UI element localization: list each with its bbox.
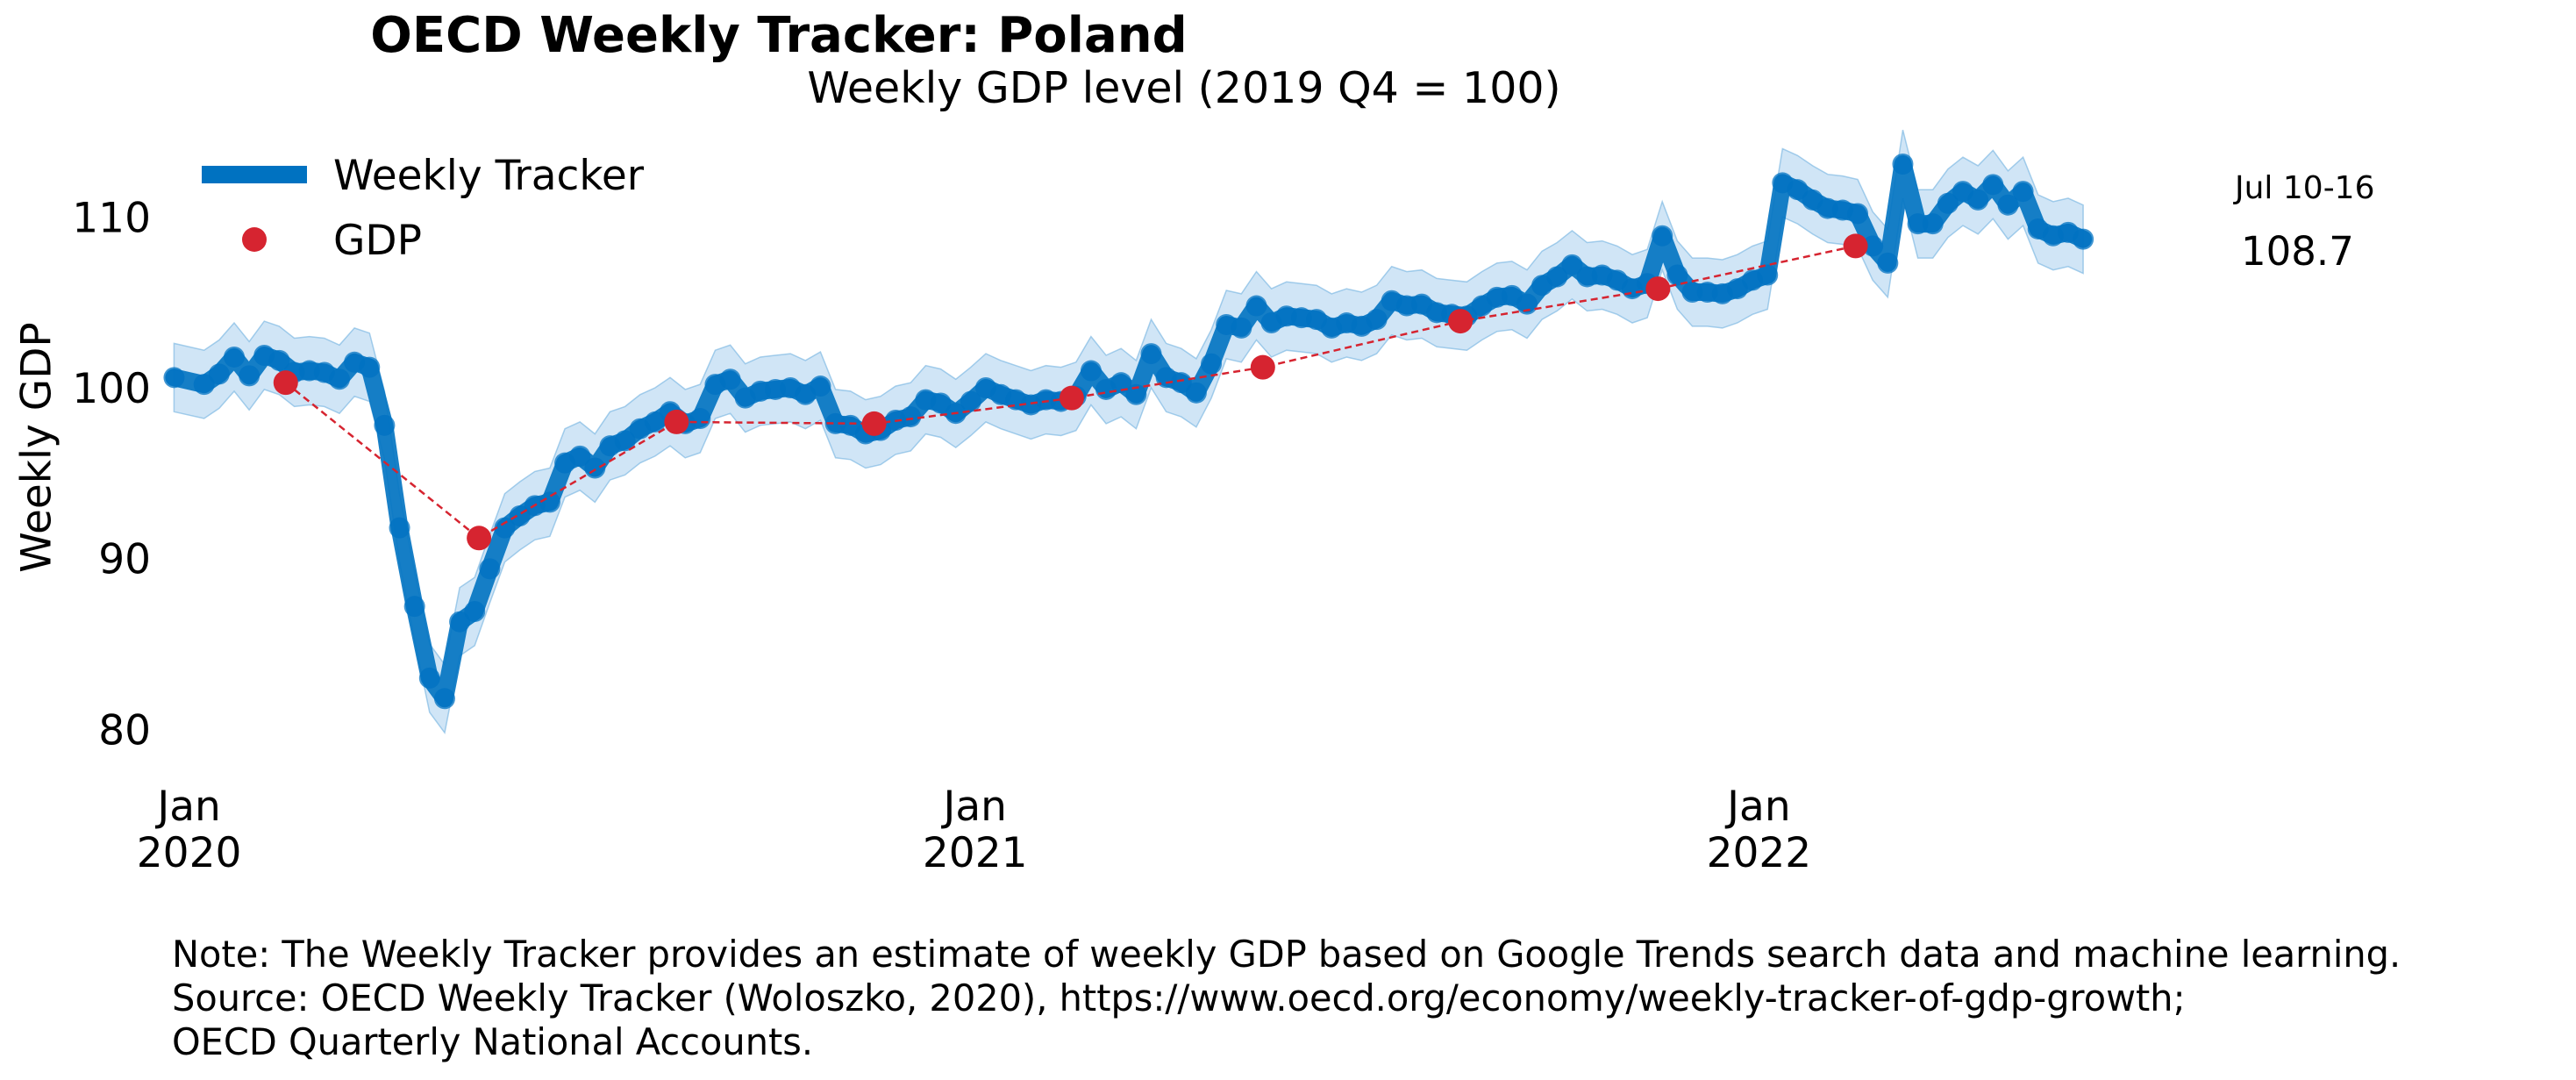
y-tick-label: 100 xyxy=(72,365,151,413)
tracker-point xyxy=(239,365,260,387)
legend-tracker-label: Weekly Tracker xyxy=(333,152,645,200)
tracker-point xyxy=(208,363,230,385)
tracker-point xyxy=(2012,181,2034,203)
tracker-point xyxy=(328,368,350,390)
x-tick-month: Jan xyxy=(940,783,1006,831)
tracker-point xyxy=(539,491,560,513)
legend-gdp-swatch xyxy=(242,227,267,252)
tracker-point xyxy=(494,517,516,539)
tracker-point xyxy=(930,392,952,414)
chart-title: OECD Weekly Tracker: Poland xyxy=(370,7,1188,64)
tracker-point xyxy=(1366,309,1388,331)
chart-notes: Note: The Weekly Tracker provides an est… xyxy=(172,933,2401,1064)
tracker-point xyxy=(1967,189,1989,211)
tracker-point xyxy=(1231,317,1252,339)
tracker-point xyxy=(163,367,185,389)
chart-subtitle: Weekly GDP level (2019 Q4 = 100) xyxy=(807,63,1561,113)
tracker-point xyxy=(614,430,636,452)
tracker-point xyxy=(359,356,381,378)
tracker-point xyxy=(1787,179,1809,201)
tracker-point xyxy=(584,457,606,479)
tracker-point xyxy=(1652,225,1673,247)
gdp-point xyxy=(1059,385,1084,411)
tracker-point xyxy=(810,375,831,397)
gdp-point xyxy=(467,526,492,551)
gdp-point xyxy=(1843,233,1868,259)
tracker-point xyxy=(1847,203,1869,225)
tracker-point xyxy=(1516,293,1538,315)
tracker-point xyxy=(479,558,501,580)
gdp-point xyxy=(1448,309,1474,334)
x-tick-year: 2021 xyxy=(923,829,1028,877)
tracker-point xyxy=(1110,372,1132,394)
tracker-point xyxy=(389,517,410,539)
y-tick-label: 80 xyxy=(98,706,151,755)
tracker-point xyxy=(689,408,711,430)
tracker-point xyxy=(1201,353,1223,375)
tracker-point xyxy=(418,667,440,689)
x-tick-month: Jan xyxy=(1724,783,1790,831)
tracker-point xyxy=(193,374,215,396)
tracker-point xyxy=(464,601,486,623)
gdp-dashed-line xyxy=(285,245,1856,540)
x-tick-month: Jan xyxy=(154,783,220,831)
y-tick-label: 90 xyxy=(98,536,151,584)
gdp-point xyxy=(1645,276,1671,302)
gdp-point xyxy=(664,409,689,434)
tracker-point xyxy=(900,406,922,428)
tracker-point xyxy=(1922,213,1944,235)
note-line: Note: The Weekly Tracker provides an est… xyxy=(172,933,2401,976)
tracker-point xyxy=(1937,192,1959,214)
tracker-point xyxy=(1681,281,1703,303)
tracker-point xyxy=(644,411,666,433)
tracker-point xyxy=(403,596,425,618)
tracker-point xyxy=(374,414,396,436)
tracker-point xyxy=(1546,266,1568,288)
tracker-point xyxy=(1997,194,2019,216)
tracker-point xyxy=(569,445,591,467)
tracker-point xyxy=(1877,252,1899,274)
gdp-point xyxy=(273,370,298,396)
last-value-label: 108.7 xyxy=(2241,228,2354,275)
tracker-point xyxy=(1982,174,2004,196)
tracker-point xyxy=(1140,343,1162,365)
tracker-point xyxy=(1245,295,1267,317)
tracker-point xyxy=(449,611,471,633)
tracker-point xyxy=(268,349,290,371)
tracker-point xyxy=(433,688,455,710)
x-tick-year: 2022 xyxy=(1707,829,1812,877)
tracker-point xyxy=(1080,360,1102,382)
tracker-point xyxy=(1757,264,1779,286)
tracker-point xyxy=(719,368,741,390)
tracker-point xyxy=(1170,372,1192,394)
tracker-point xyxy=(1125,383,1147,405)
y-tick-label: 110 xyxy=(72,194,151,242)
tracker-point xyxy=(1892,153,1914,175)
tracker-point xyxy=(1185,382,1207,404)
source-line: Source: OECD Weekly Tracker (Woloszko, 2… xyxy=(172,976,2186,1019)
tracker-point xyxy=(2073,228,2094,250)
tracker-point xyxy=(960,390,981,412)
tracker-point xyxy=(1862,235,1884,257)
gdp-point xyxy=(1250,354,1275,380)
tracker-point xyxy=(1561,254,1583,275)
tracker-point xyxy=(224,346,246,368)
source-line-2: OECD Quarterly National Accounts. xyxy=(172,1020,814,1063)
last-period-label: Jul 10-16 xyxy=(2233,170,2375,206)
x-tick-year: 2020 xyxy=(137,829,242,877)
legend-gdp-label: GDP xyxy=(333,217,422,265)
tracker-point xyxy=(1666,264,1688,286)
gdp-point xyxy=(861,411,887,436)
tracker-point xyxy=(1907,213,1929,235)
